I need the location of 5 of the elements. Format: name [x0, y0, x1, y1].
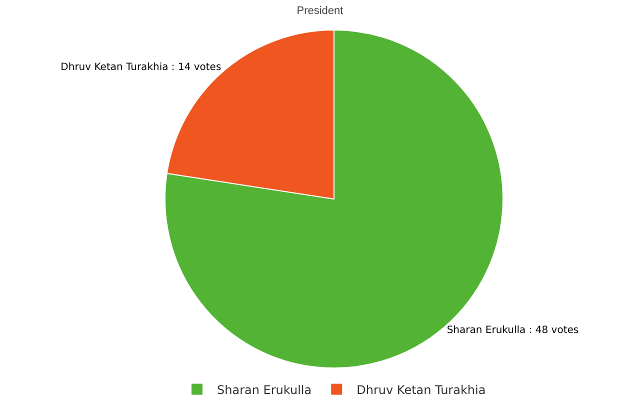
- data-label: Sharan Erukulla : 48 votes: [446, 324, 579, 336]
- data-label: Dhruv Ketan Turakhia : 14 votes: [60, 62, 222, 74]
- legend-label: Dhruv Ketan Turakhia: [356, 382, 486, 397]
- legend-label: Sharan Erukulla: [217, 382, 312, 397]
- chart-title: President: [296, 4, 344, 17]
